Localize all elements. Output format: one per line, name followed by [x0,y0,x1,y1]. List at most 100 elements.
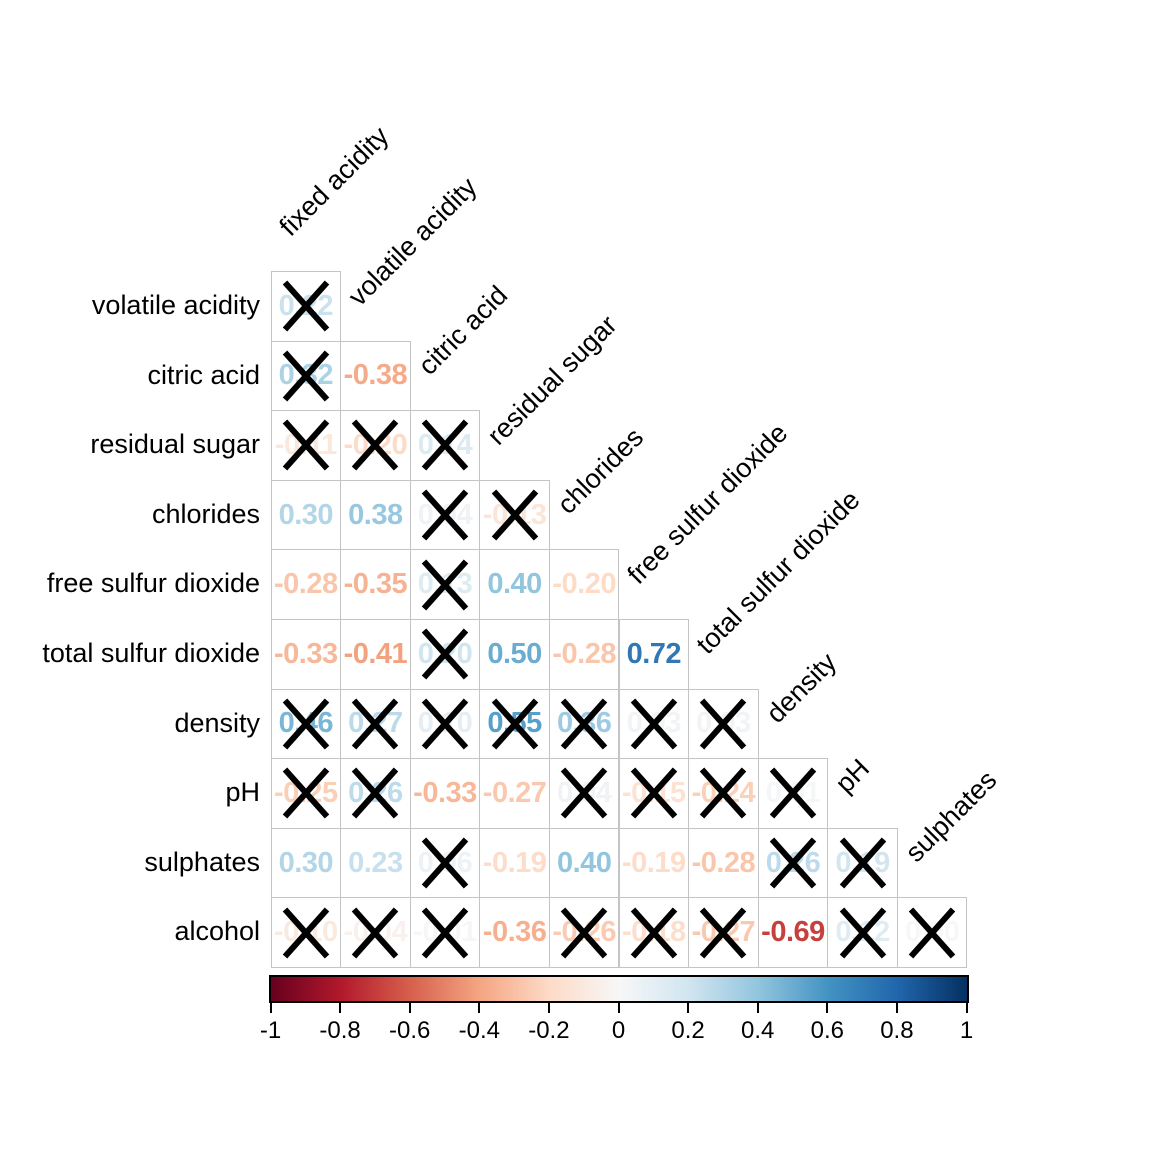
corr-cell-free-sulfur-dioxide-vs-chlorides: -0.20 [548,549,620,620]
x-mark-icon [700,698,747,750]
corr-value: 0.72 [626,637,682,670]
x-mark-icon [352,698,399,750]
corr-value: -0.27 [482,776,547,809]
row-label-sulphates: sulphates [144,846,260,877]
corr-value: -0.28 [273,568,338,601]
colorbar-tick-label: 0.2 [671,1017,705,1044]
x-mark-icon [491,489,538,541]
corr-cell-sulphates-vs-citric-acid: 0.06 [409,827,481,899]
col-label-citric-acid: citric acid [412,280,513,381]
corr-cell-free-sulfur-dioxide-vs-volatile-acidity: -0.35 [340,549,411,620]
corr-cell-total-sulfur-dioxide-vs-citric-acid: 0.20 [409,619,481,690]
corr-cell-total-sulfur-dioxide-vs-chlorides: -0.28 [548,619,620,690]
corr-value: -0.35 [343,568,408,601]
corr-cell-ph-vs-free-sulfur-dioxide: -0.15 [618,758,690,829]
colorbar-tick-label: 0.4 [741,1017,775,1044]
x-mark-icon [769,767,817,819]
corr-cell-ph-vs-density: 0.01 [757,758,829,829]
colorbar-tick [965,1003,968,1013]
corr-cell-alcohol-vs-chlorides: -0.26 [548,897,620,968]
colorbar-tick-label: -1 [259,1017,282,1044]
x-mark-icon [560,698,608,750]
corr-cell-residual-sugar-vs-citric-acid: 0.14 [409,410,481,481]
x-mark-icon [282,280,330,332]
colorbar-tick [617,1003,620,1013]
corr-cell-chlorides-vs-volatile-acidity: 0.38 [340,479,411,551]
corr-cell-ph-vs-residual-sugar: -0.27 [479,758,550,829]
x-mark-icon [282,698,330,750]
corr-cell-total-sulfur-dioxide-vs-volatile-acidity: -0.41 [340,619,411,690]
corr-cell-alcohol-vs-residual-sugar: -0.36 [479,897,550,968]
x-mark-icon [421,698,469,750]
colorbar-tick-label: -0.4 [458,1017,500,1044]
x-mark-icon [769,837,817,889]
corr-value: 0.38 [348,498,403,531]
corr-cell-total-sulfur-dioxide-vs-residual-sugar: 0.50 [479,619,550,690]
colorbar-tick [756,1003,759,1013]
x-mark-icon [421,907,469,959]
corr-cell-alcohol-vs-ph: 0.12 [827,897,898,968]
x-mark-icon [839,907,886,959]
corr-value: 0.23 [348,846,403,879]
corr-cell-density-vs-fixed-acidity: 0.46 [270,688,342,760]
colorbar-tick-label: -0.8 [319,1017,361,1044]
x-mark-icon [352,419,399,471]
corr-value: 0.40 [487,568,542,601]
x-mark-icon [282,907,330,959]
corr-value: -0.28 [691,846,756,879]
colorbar-tick [547,1003,550,1013]
corr-cell-residual-sugar-vs-volatile-acidity: -0.20 [340,410,411,481]
corr-value: -0.69 [761,916,825,949]
x-mark-icon [421,419,469,471]
x-mark-icon [421,489,469,541]
corr-cell-ph-vs-fixed-acidity: -0.25 [270,758,342,829]
colorbar-tick-label: 0.6 [810,1017,844,1044]
x-mark-icon [282,350,330,402]
row-label-total-sulfur-dioxide: total sulfur dioxide [42,638,260,668]
col-label-density: density [760,647,842,729]
colorbar-tick [478,1003,481,1013]
colorbar-tick-label: 0 [611,1017,626,1044]
corr-value: -0.20 [552,568,616,601]
corr-cell-sulphates-vs-ph: 0.19 [827,827,898,899]
corr-value: -0.33 [273,637,338,670]
corr-value: -0.33 [413,776,477,809]
x-mark-icon [839,837,886,889]
row-label-residual-sugar: residual sugar [90,429,260,460]
corr-value: -0.41 [343,637,408,670]
x-mark-icon [560,907,608,959]
col-label-chlorides: chlorides [551,422,650,521]
colorbar-tick-label: 0.8 [880,1017,914,1044]
row-label-ph: pH [225,777,260,808]
x-mark-icon [352,767,399,819]
corr-cell-density-vs-chlorides: 0.36 [548,688,620,760]
corr-cell-ph-vs-citric-acid: -0.33 [409,758,481,829]
corr-cell-density-vs-residual-sugar: 0.55 [479,688,550,760]
corr-cell-alcohol-vs-sulphates: 0.00 [896,897,968,968]
corr-cell-alcohol-vs-free-sulfur-dioxide: -0.18 [618,897,690,968]
corr-cell-free-sulfur-dioxide-vs-residual-sugar: 0.40 [479,549,550,620]
corr-cell-chlorides-vs-citric-acid: 0.04 [409,479,481,551]
colorbar-frame [268,975,969,1003]
x-mark-icon [700,907,747,959]
colorbar-gradient [270,977,967,1001]
x-mark-icon [560,767,608,819]
corr-value: -0.36 [482,916,547,949]
row-label-free-sulfur-dioxide: free sulfur dioxide [46,568,260,599]
corr-cell-alcohol-vs-total-sulfur-dioxide: -0.27 [688,897,759,968]
corr-cell-free-sulfur-dioxide-vs-citric-acid: 0.13 [409,549,481,620]
corr-value: -0.19 [482,846,547,879]
x-mark-icon [630,698,678,750]
colorbar-tick [339,1003,342,1013]
colorbar-tick [826,1003,829,1013]
corr-cell-alcohol-vs-volatile-acidity: -0.04 [340,897,411,968]
x-mark-icon [630,907,678,959]
colorbar-tick [687,1003,690,1013]
corr-cell-sulphates-vs-free-sulfur-dioxide: -0.19 [618,827,690,899]
col-label-residual-sugar: residual sugar [481,309,623,451]
colorbar-tick-label: 1 [959,1017,974,1044]
corr-cell-sulphates-vs-density: 0.26 [757,827,829,899]
corr-value: 0.50 [487,637,542,670]
corr-cell-ph-vs-volatile-acidity: 0.26 [340,758,411,829]
corr-value: -0.19 [621,846,686,879]
